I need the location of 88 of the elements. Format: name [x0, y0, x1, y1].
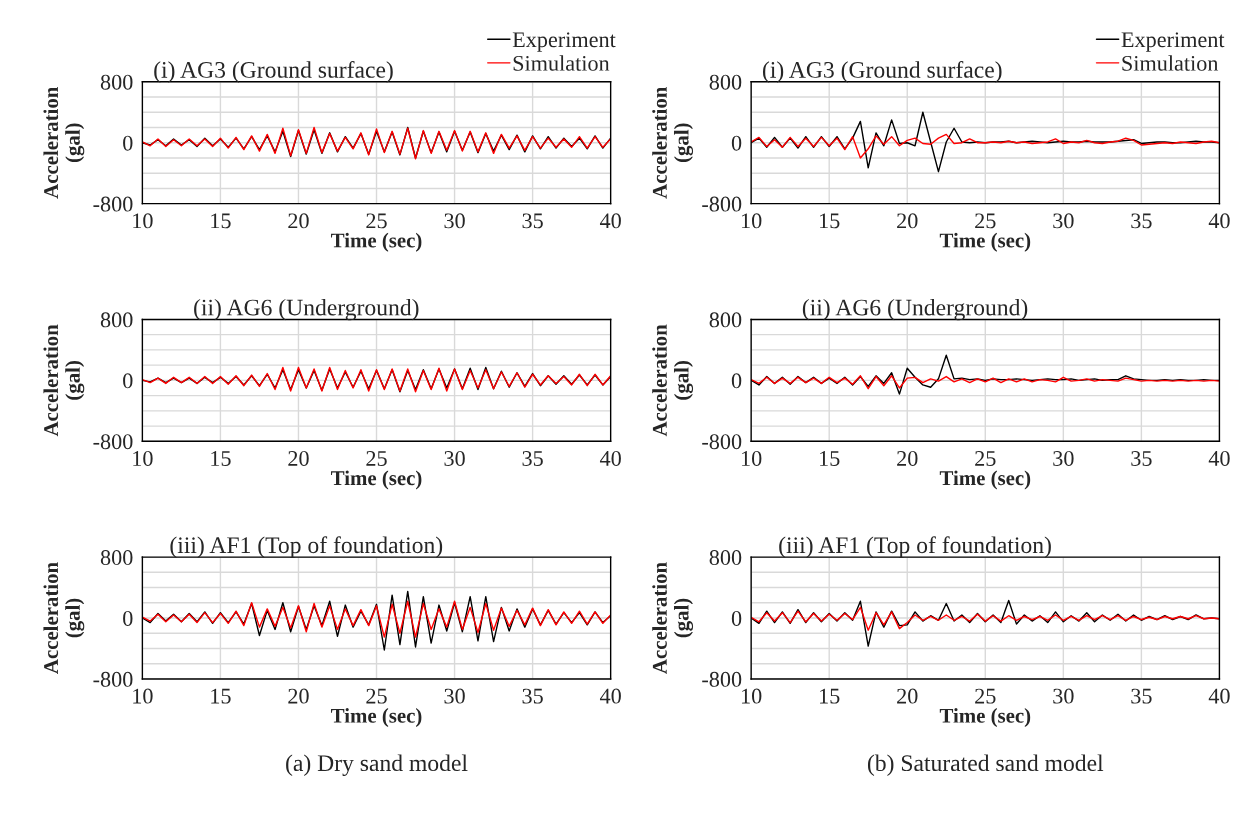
x-tick-label: 10	[741, 688, 762, 704]
x-tick-label: 35	[522, 688, 543, 704]
x-tick-label: 30	[1053, 213, 1074, 229]
x-tick-label: 30	[444, 450, 465, 466]
y-tick-label: 0	[731, 135, 742, 151]
y-tick-label: -800	[702, 196, 742, 212]
x-axis-title: Time (sec)	[331, 470, 422, 490]
x-tick-label: 15	[820, 451, 840, 466]
x-tick-label: 10	[133, 213, 153, 229]
x-tick-label: 25	[975, 688, 996, 704]
line-series	[751, 606, 1220, 631]
chart-title: (ii) AG6 (Underground)	[802, 298, 1028, 321]
x-axis-title: Time (sec)	[331, 232, 422, 252]
x-axis-title: Time (sec)	[939, 232, 1031, 252]
y-tick-label: 800	[709, 312, 742, 328]
x-tick-label: 40	[599, 450, 621, 466]
x-tick-label: 25	[366, 213, 387, 229]
legend-label: Experiment	[512, 32, 616, 52]
x-tick-label: 40	[599, 213, 621, 229]
x-tick-label: 35	[1131, 213, 1152, 229]
x-tick-label: 15	[820, 688, 840, 704]
x-tick-label: 40	[599, 688, 621, 704]
legend-label: Simulation	[1122, 55, 1219, 71]
x-tick-label: 15	[820, 213, 840, 229]
y-tick-label: 800	[709, 74, 742, 90]
y-axis-title: Acceleration (gal)	[652, 324, 694, 437]
x-axis-title: Time (sec)	[331, 708, 422, 728]
chart-title: (iii) AF1 (Top of foundation)	[779, 536, 1051, 558]
x-tick-label: 40	[1208, 450, 1230, 466]
y-axis-title: Acceleration (gal)	[652, 562, 694, 674]
chart-title: (iii) AF1 (Top of foundation)	[170, 536, 443, 558]
y-tick-label: 800	[709, 550, 742, 565]
x-axis-title: Time (sec)	[939, 470, 1031, 490]
y-tick-label: 800	[100, 312, 133, 328]
x-tick-label: 15	[211, 451, 231, 466]
x-tick-label: 30	[1053, 688, 1074, 704]
line-series	[751, 133, 1220, 159]
y-tick-label: 0	[123, 373, 133, 389]
x-tick-label: 20	[288, 450, 309, 466]
text: (a) Dry sand model	[286, 754, 468, 776]
chart-title: (i) AG3 (Ground surface)	[154, 61, 393, 83]
line-series	[751, 375, 1220, 390]
x-tick-label: 20	[288, 213, 309, 229]
x-tick-label: 30	[1053, 450, 1074, 466]
x-tick-label: 20	[897, 213, 918, 229]
x-tick-label: 10	[741, 213, 762, 229]
y-tick-label: -800	[93, 671, 133, 687]
x-tick-label: 30	[444, 213, 465, 229]
chart-title: (i) AG3 (Ground surface)	[762, 61, 1002, 83]
legend-label: Simulation	[513, 55, 610, 71]
x-tick-label: 20	[897, 688, 918, 704]
x-tick-label: 25	[366, 688, 387, 704]
x-tick-label: 35	[522, 213, 543, 229]
x-tick-label: 40	[1208, 213, 1230, 229]
y-tick-label: -800	[93, 434, 133, 450]
x-axis-title: Time (sec)	[939, 708, 1031, 728]
line-series	[142, 600, 611, 638]
y-axis-title: Acceleration (gal)	[652, 86, 694, 199]
x-tick-label: 15	[211, 688, 231, 704]
x-tick-label: 10	[741, 450, 762, 466]
x-tick-label: 10	[133, 450, 153, 466]
x-tick-label: 35	[522, 451, 543, 466]
y-tick-label: -800	[702, 434, 742, 450]
x-tick-label: 15	[211, 213, 231, 229]
chart-title: (ii) AG6 (Underground)	[194, 298, 419, 321]
y-tick-label: -800	[702, 671, 742, 687]
text: (b) Saturated sand model	[867, 754, 1104, 776]
legend-label: Experiment	[1121, 32, 1225, 52]
y-tick-label: 0	[731, 373, 742, 389]
x-tick-label: 25	[366, 451, 387, 466]
x-tick-label: 25	[975, 451, 996, 466]
y-tick-label: 800	[100, 74, 133, 90]
x-tick-label: 20	[288, 688, 309, 704]
y-tick-label: 0	[123, 135, 133, 151]
y-tick-label: -800	[93, 196, 133, 212]
x-tick-label: 40	[1208, 688, 1230, 704]
y-tick-label: 800	[100, 550, 133, 565]
x-tick-label: 20	[897, 450, 918, 466]
x-tick-label: 35	[1131, 688, 1152, 704]
y-tick-label: 0	[123, 610, 133, 626]
x-tick-label: 10	[133, 688, 153, 704]
x-tick-label: 25	[975, 213, 996, 229]
y-tick-label: 0	[731, 610, 742, 626]
x-tick-label: 30	[444, 688, 465, 704]
y-axis-title: Acceleration (gal)	[43, 324, 85, 437]
y-axis-title: Acceleration (gal)	[43, 86, 85, 199]
y-axis-title: Acceleration (gal)	[43, 562, 85, 674]
x-tick-label: 35	[1131, 451, 1152, 466]
